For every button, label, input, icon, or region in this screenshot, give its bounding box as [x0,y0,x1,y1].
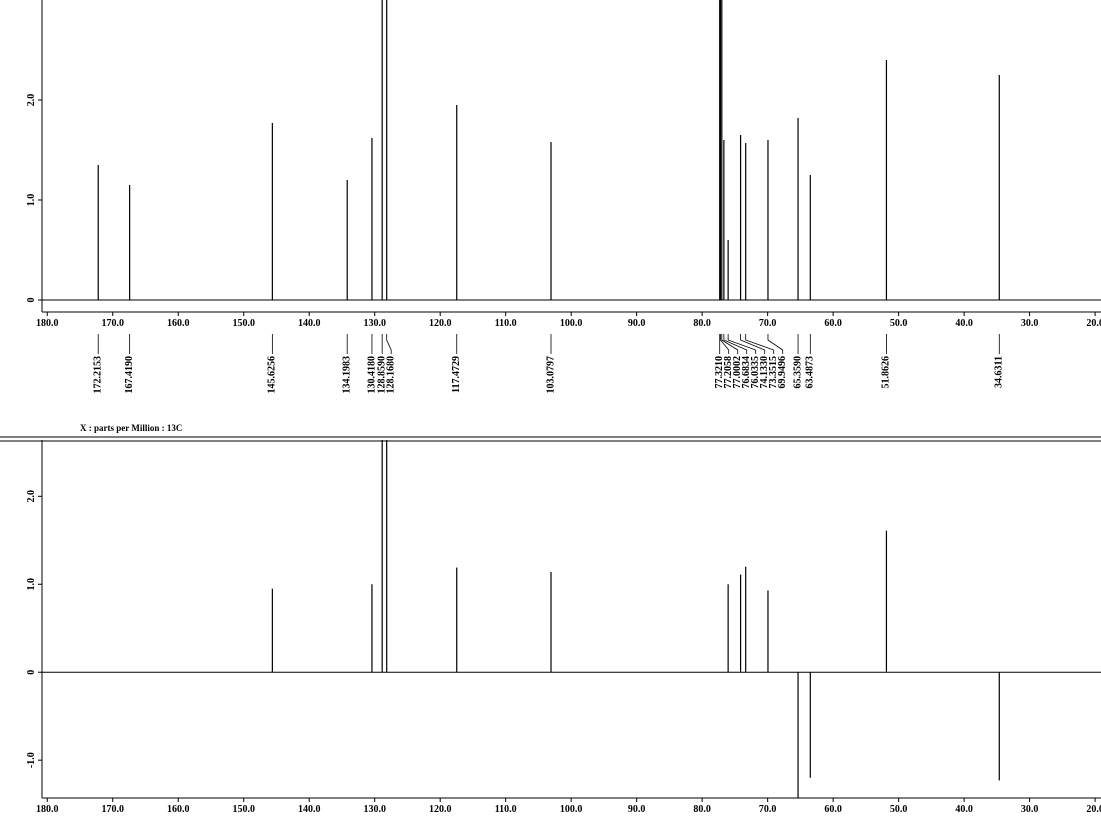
x-tick-label: 90.0 [628,318,646,329]
x-tick-label: 100.0 [560,318,583,329]
peak-label: 130.4180 [366,356,377,394]
x-tick-label: 60.0 [824,804,842,815]
peak-label: 172.2153 [93,356,104,394]
y-tick-label: 1.0 [26,578,37,591]
x-tick-label: 170.0 [101,318,124,329]
plot-area [42,440,1101,798]
x-tick-label: 90.0 [628,804,646,815]
peak-label: 69.9496 [777,356,788,389]
x-tick-label: 50.0 [890,318,908,329]
y-tick-label: -1.0 [26,752,37,768]
label-leader [720,334,730,354]
peak-label: 103.0797 [545,356,556,394]
plot-area [42,0,1101,301]
peak-label: 63.4873 [805,356,816,389]
x-tick-label: 170.0 [101,804,124,815]
y-tick-label: 2.0 [26,94,37,107]
peak-label: 128.1680 [385,356,396,394]
x-tick-label: 120.0 [429,804,452,815]
peak-label: 76.0335 [750,356,761,389]
x-tick-label: 180.0 [36,804,59,815]
label-leader [745,334,775,354]
x-tick-label: 70.0 [759,318,777,329]
x-tick-label: 130.0 [363,318,386,329]
y-tick-label: 0 [26,298,37,303]
x-tick-label: 50.0 [890,804,908,815]
x-tick-label: 160.0 [167,804,190,815]
x-tick-label: 140.0 [298,318,321,329]
peak-label: 117.4729 [451,356,462,393]
x-tick-label: 80.0 [693,804,711,815]
peak-label: 77.2058 [723,356,734,389]
peak-label: 128.8590 [376,356,387,394]
x-tick-label: 70.0 [759,804,777,815]
x-tick-label: 130.0 [363,804,386,815]
peak-label: 145.6256 [267,356,278,394]
x-tick-label: 20.0 [1086,318,1101,329]
x-tick-label: 120.0 [429,318,452,329]
label-leader [767,334,784,354]
peak-label: 77.0002 [732,356,743,389]
label-leader [723,334,748,354]
x-tick-label: 160.0 [167,318,190,329]
x-tick-label: 30.0 [1021,804,1039,815]
peak-label: 73.3515 [768,356,779,389]
x-tick-label: 30.0 [1021,318,1039,329]
x-tick-label: 110.0 [495,318,517,329]
x-tick-label: 110.0 [495,804,517,815]
x-tick-label: 140.0 [298,804,321,815]
x-tick-label: 150.0 [232,804,255,815]
label-leader [721,334,739,354]
x-tick-label: 150.0 [232,318,255,329]
peak-label: 74.1330 [759,356,770,389]
label-leader [740,334,766,354]
peak-label: 134.1983 [341,356,352,394]
y-tick-label: 1.0 [26,194,37,207]
y-tick-label: 0 [26,670,37,675]
label-leader [727,334,757,354]
label-leader [386,334,392,354]
x-tick-label: 40.0 [955,804,973,815]
x-tick-label: 100.0 [560,804,583,815]
x-tick-label: 60.0 [824,318,842,329]
x-axis-label: X : parts per Million : 13C [80,423,182,433]
peak-label: 76.6834 [741,356,752,389]
y-tick-label: 2.0 [26,490,37,503]
peak-label: 51.8626 [881,356,892,389]
x-tick-label: 20.0 [1086,804,1101,815]
peak-label: 167.4190 [124,356,135,394]
x-tick-label: 180.0 [36,318,59,329]
x-tick-label: 40.0 [955,318,973,329]
peak-label: 65.3590 [792,356,803,389]
peak-label: 34.6311 [994,356,1005,388]
peak-label: 77.3210 [714,356,725,389]
x-tick-label: 80.0 [693,318,711,329]
